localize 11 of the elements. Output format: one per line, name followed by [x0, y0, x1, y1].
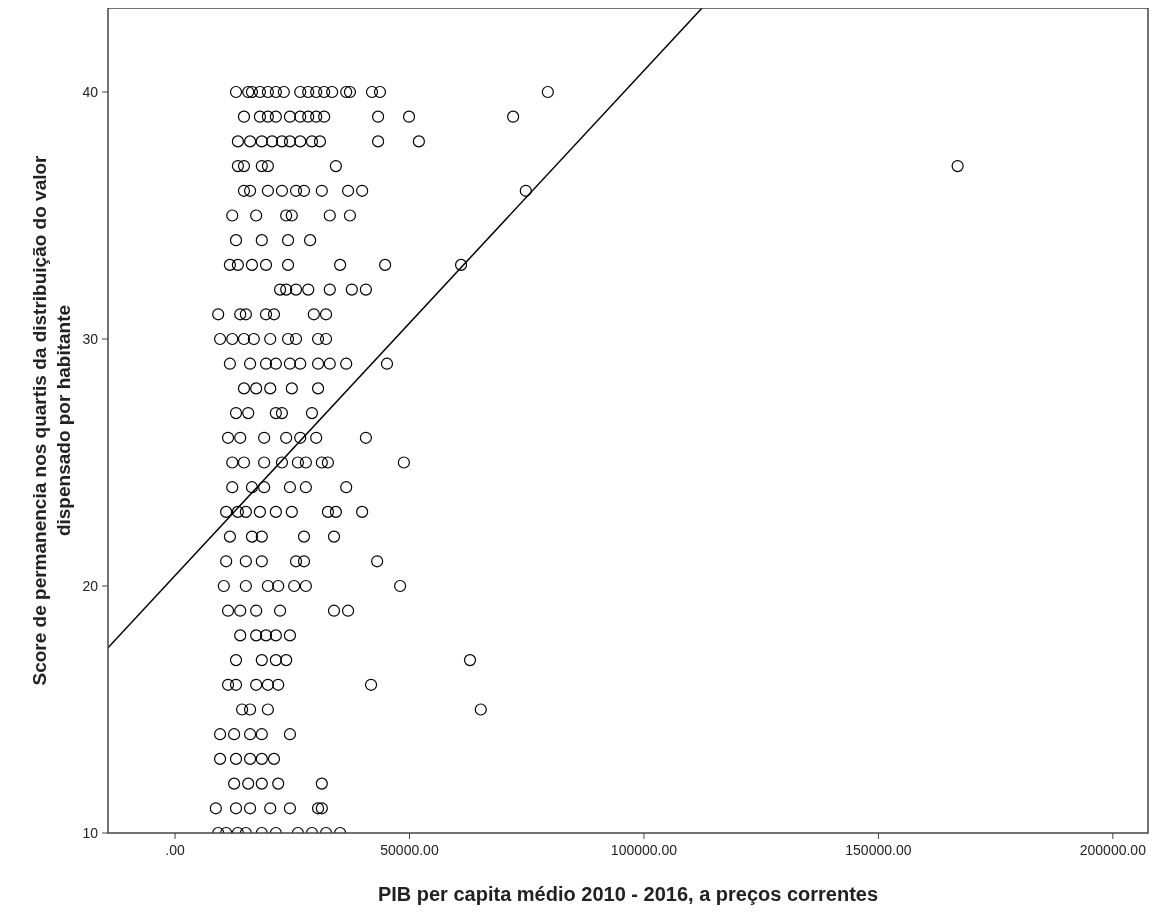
y-tick-label: 20 — [82, 577, 99, 594]
x-tick-label: 100000.00 — [610, 842, 678, 858]
x-tick-label: 150000.00 — [845, 842, 912, 858]
x-tick-label: 50000.00 — [380, 842, 439, 858]
y-axis-title: Score de permanencia nos quartis da distribuição do valor dispensado por habitante — [29, 154, 74, 686]
y-tick-label: 30 — [82, 330, 99, 347]
x-axis-title: PIB per capita médio 2010 - 2016, a preços correntes — [377, 883, 879, 905]
x-tick-label: 200000.00 — [1079, 842, 1147, 858]
x-tick-label: .00 — [165, 842, 185, 858]
y-tick-label: 10 — [82, 825, 99, 841]
y-tick-label: 40 — [82, 83, 99, 100]
